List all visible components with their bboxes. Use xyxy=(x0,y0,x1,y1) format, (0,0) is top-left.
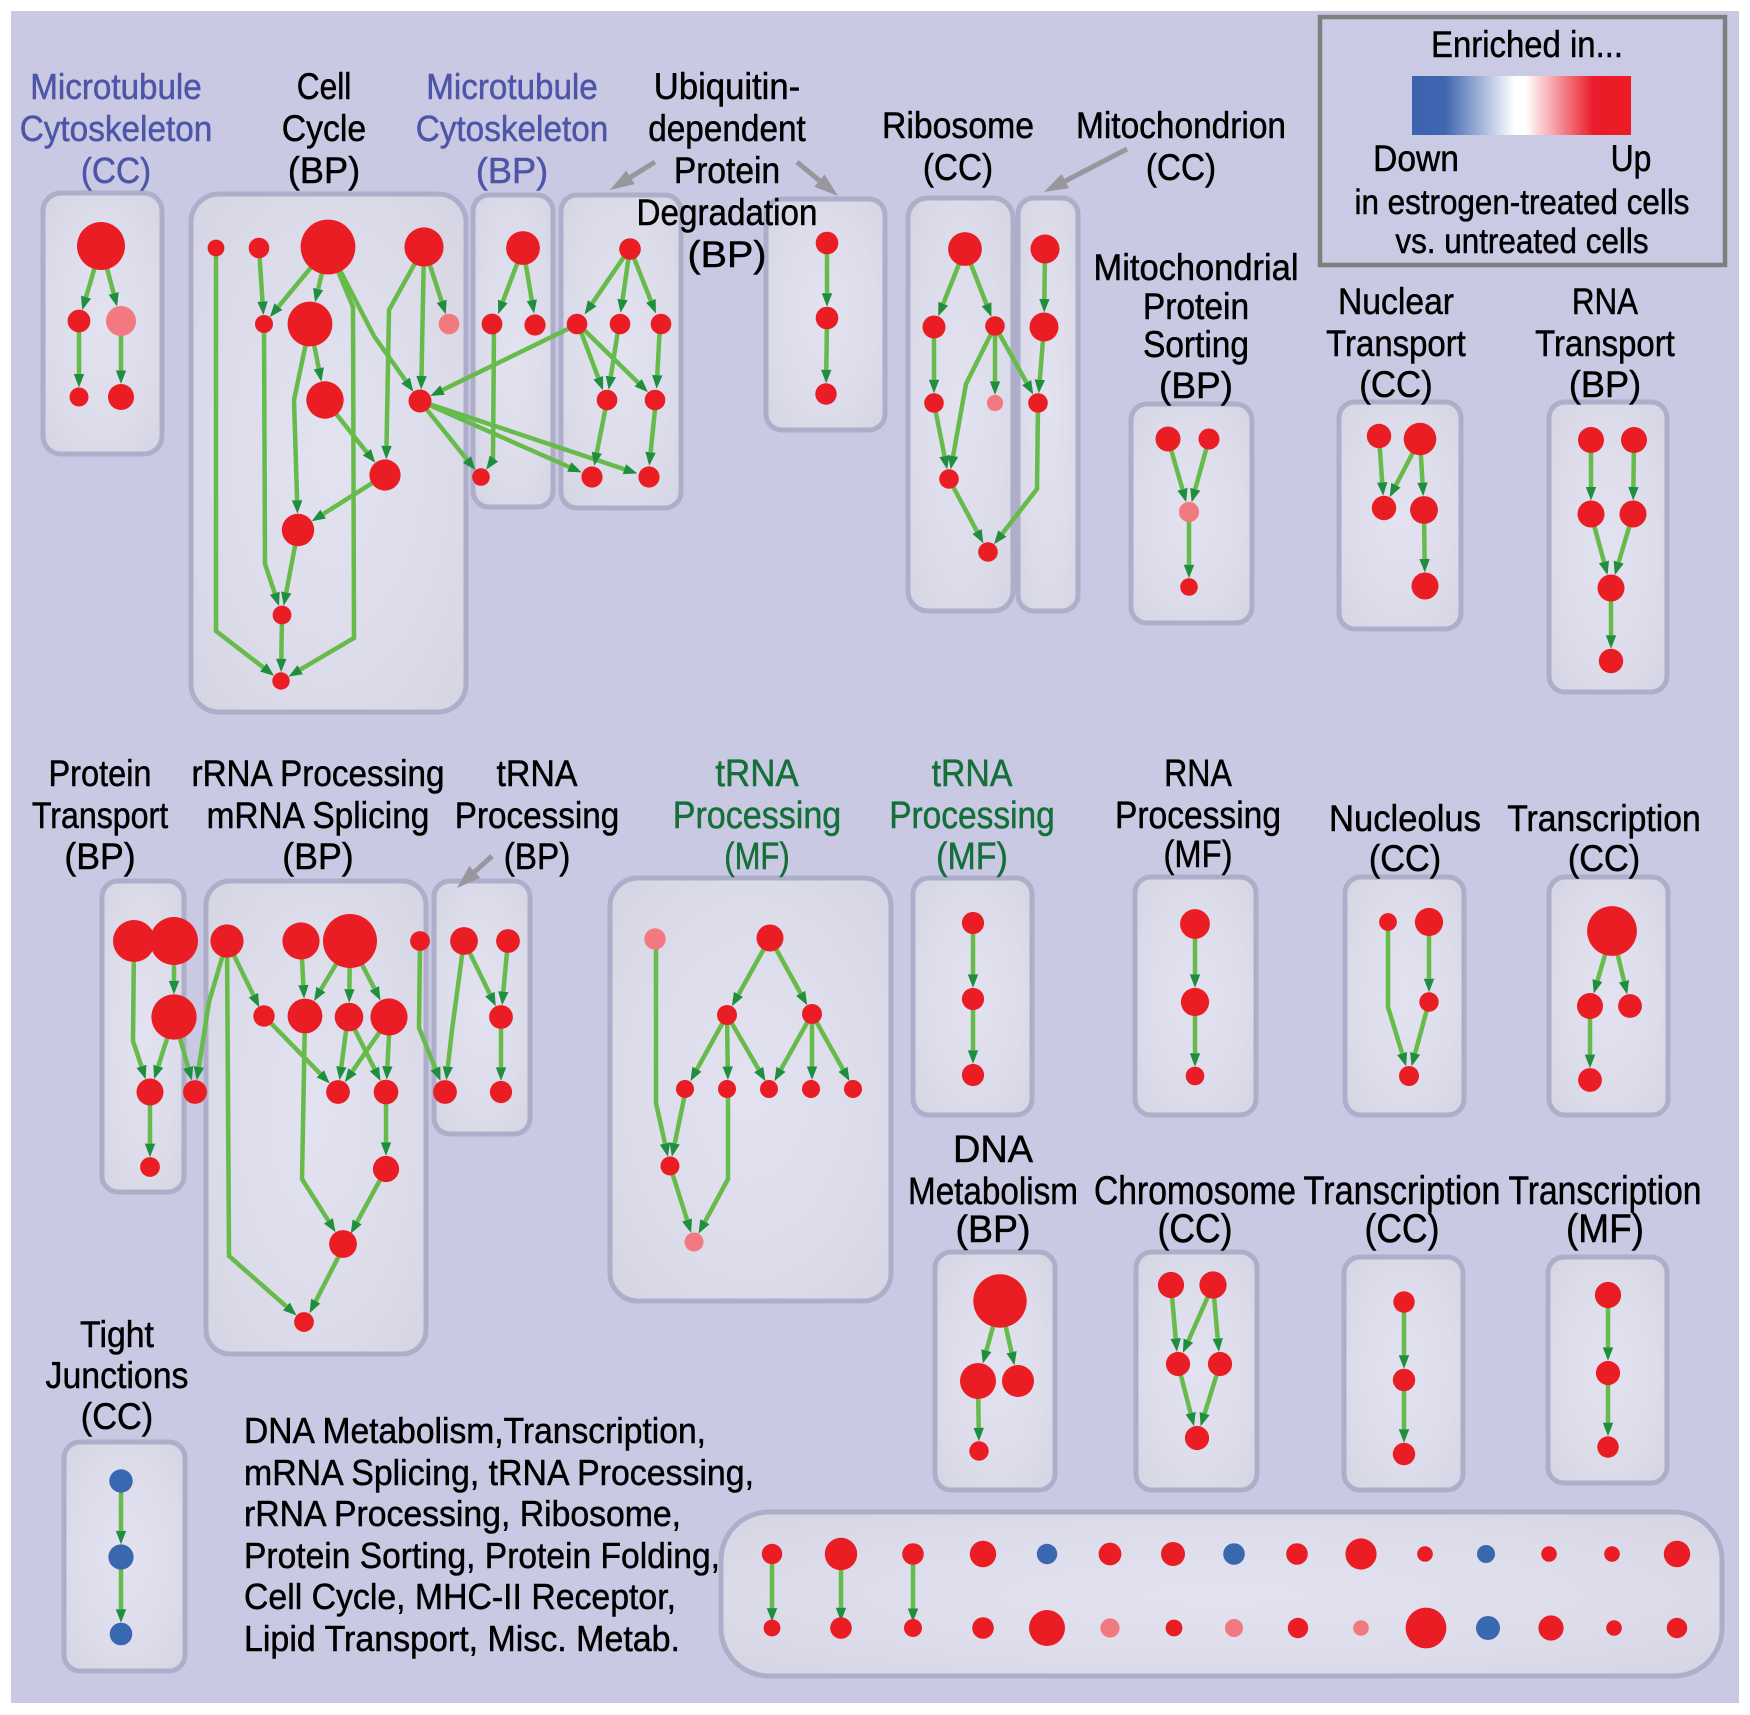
svg-text:Enriched in...: Enriched in... xyxy=(1431,24,1623,65)
svg-text:Transcription: Transcription xyxy=(1304,1169,1501,1213)
svg-text:Microtubule: Microtubule xyxy=(30,66,202,107)
svg-text:dependent: dependent xyxy=(648,108,806,149)
svg-text:Cycle: Cycle xyxy=(282,108,366,149)
svg-text:(CC): (CC) xyxy=(923,147,993,188)
svg-text:(BP): (BP) xyxy=(64,836,135,877)
svg-text:Cytoskeleton: Cytoskeleton xyxy=(416,108,609,149)
svg-text:(BP): (BP) xyxy=(288,150,360,191)
svg-text:(CC): (CC) xyxy=(1568,838,1640,879)
svg-text:rRNA Processing: rRNA Processing xyxy=(192,753,445,794)
svg-text:in estrogen-treated cells: in estrogen-treated cells xyxy=(1355,183,1690,222)
svg-text:Protein Sorting, Protein Foldi: Protein Sorting, Protein Folding, xyxy=(244,1535,720,1576)
svg-text:Transport: Transport xyxy=(1535,323,1675,364)
svg-text:Metabolism: Metabolism xyxy=(908,1171,1078,1213)
svg-text:(CC): (CC) xyxy=(1146,147,1216,188)
svg-text:Nuclear: Nuclear xyxy=(1338,281,1454,322)
svg-text:(BP): (BP) xyxy=(282,836,353,877)
svg-text:(MF): (MF) xyxy=(1164,834,1233,876)
svg-text:tRNA: tRNA xyxy=(932,753,1013,795)
svg-text:Junctions: Junctions xyxy=(46,1355,189,1396)
svg-text:Transport: Transport xyxy=(1326,323,1466,364)
svg-text:Processing: Processing xyxy=(889,795,1055,837)
svg-text:Protein: Protein xyxy=(49,753,152,794)
svg-text:Transcription: Transcription xyxy=(1509,1169,1702,1213)
svg-text:(CC): (CC) xyxy=(1359,364,1433,405)
svg-text:tRNA: tRNA xyxy=(497,753,578,794)
svg-text:rRNA Processing, Ribosome,: rRNA Processing, Ribosome, xyxy=(244,1493,681,1534)
svg-text:(CC): (CC) xyxy=(1158,1207,1233,1251)
svg-text:(MF): (MF) xyxy=(936,836,1008,878)
svg-text:RNA: RNA xyxy=(1572,281,1638,322)
svg-text:tRNA: tRNA xyxy=(715,753,799,795)
svg-text:Transcription: Transcription xyxy=(1507,798,1701,839)
svg-text:mRNA Splicing: mRNA Splicing xyxy=(207,795,430,836)
svg-text:Tight: Tight xyxy=(80,1314,155,1355)
svg-text:Transport: Transport xyxy=(32,795,169,836)
svg-text:mRNA Splicing, tRNA Processing: mRNA Splicing, tRNA Processing, xyxy=(244,1452,754,1493)
svg-text:Chromosome: Chromosome xyxy=(1094,1169,1296,1213)
svg-text:Cytoskeleton: Cytoskeleton xyxy=(20,108,213,149)
svg-text:Cell: Cell xyxy=(297,66,352,107)
svg-text:Ubiquitin-: Ubiquitin- xyxy=(654,66,800,107)
svg-text:Down: Down xyxy=(1373,138,1459,179)
svg-text:Mitochondrion: Mitochondrion xyxy=(1076,105,1286,146)
svg-text:(MF): (MF) xyxy=(724,836,789,878)
svg-text:Protein: Protein xyxy=(1143,286,1249,327)
svg-text:(CC): (CC) xyxy=(81,1396,154,1437)
svg-text:Processing: Processing xyxy=(1115,795,1281,837)
svg-text:vs. untreated cells: vs. untreated cells xyxy=(1395,222,1648,261)
svg-text:DNA Metabolism,Transcription,: DNA Metabolism,Transcription, xyxy=(244,1410,706,1451)
svg-text:Lipid Transport, Misc. Metab.: Lipid Transport, Misc. Metab. xyxy=(244,1618,680,1659)
svg-text:(MF): (MF) xyxy=(1566,1207,1644,1251)
svg-text:Nucleolus: Nucleolus xyxy=(1329,798,1481,839)
svg-text:Sorting: Sorting xyxy=(1143,324,1249,365)
svg-text:(CC): (CC) xyxy=(1365,1207,1440,1251)
svg-text:Cell Cycle, MHC-II Receptor,: Cell Cycle, MHC-II Receptor, xyxy=(244,1576,676,1617)
svg-text:(BP): (BP) xyxy=(504,836,571,877)
svg-text:Protein: Protein xyxy=(674,150,780,191)
svg-text:Degradation: Degradation xyxy=(637,192,818,233)
svg-text:Processing: Processing xyxy=(455,795,619,836)
svg-text:Ribosome: Ribosome xyxy=(882,105,1034,146)
svg-text:(BP): (BP) xyxy=(1569,364,1641,405)
svg-text:(CC): (CC) xyxy=(1369,838,1441,879)
svg-text:(BP): (BP) xyxy=(688,234,767,275)
svg-text:Up: Up xyxy=(1611,138,1652,179)
svg-text:(BP): (BP) xyxy=(956,1209,1031,1251)
svg-text:Microtubule: Microtubule xyxy=(426,66,598,107)
svg-text:Mitochondrial: Mitochondrial xyxy=(1094,247,1299,288)
svg-text:DNA: DNA xyxy=(953,1129,1034,1171)
svg-text:(BP): (BP) xyxy=(1159,365,1233,406)
svg-text:(BP): (BP) xyxy=(476,150,548,191)
svg-text:(CC): (CC) xyxy=(81,150,151,191)
svg-text:RNA: RNA xyxy=(1164,753,1232,795)
svg-text:Processing: Processing xyxy=(673,795,842,837)
